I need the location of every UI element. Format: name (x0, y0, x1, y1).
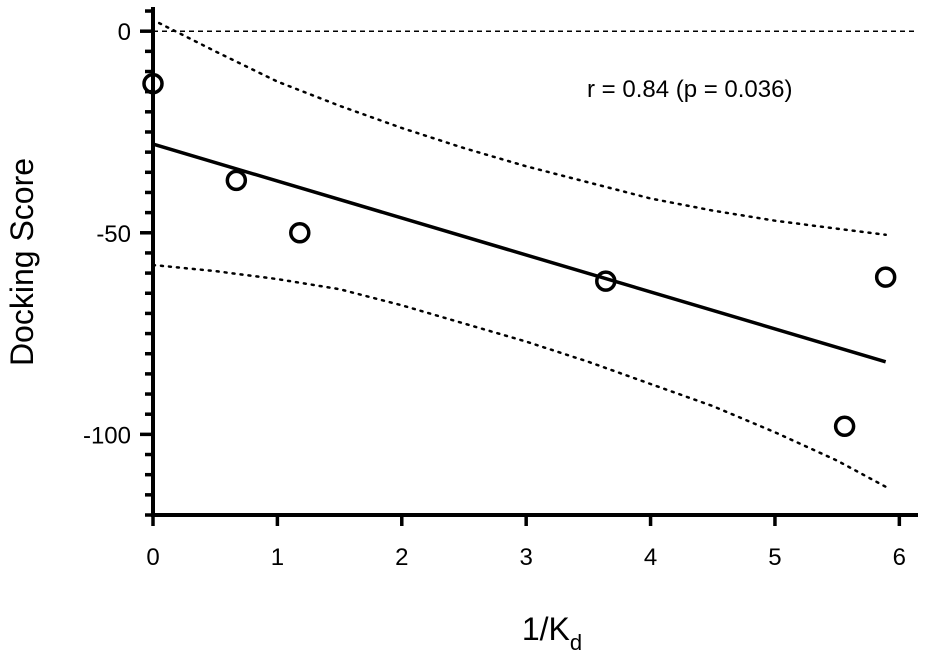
x-tick-label: 2 (395, 544, 408, 571)
data-point-6 (874, 266, 897, 288)
plot-area (142, 21, 918, 489)
x-tick-label: 0 (146, 544, 159, 571)
x-tick-label: 5 (768, 544, 781, 571)
data-point-3 (289, 222, 311, 244)
data-point-4 (595, 270, 617, 292)
y-tick-label: 0 (118, 19, 131, 46)
y-tick-label: -50 (96, 221, 131, 248)
correlation-annotation: r = 0.84 (p = 0.036) (587, 76, 792, 103)
y-tick-label: -100 (83, 422, 131, 449)
confidence-band-lower (151, 263, 887, 489)
x-tick-label: 1 (271, 544, 284, 571)
data-point-5 (833, 415, 856, 438)
x-tick-label: 3 (519, 544, 532, 571)
x-axis-title: 1/Kd (522, 611, 582, 653)
regression-line (152, 142, 887, 364)
x-tick-label: 4 (644, 544, 657, 571)
data-point-2 (225, 169, 248, 192)
confidence-band-upper (157, 21, 887, 237)
x-axis-title-main: 1/K (522, 611, 570, 647)
y-axis-title: Docking Score (4, 158, 40, 366)
x-tick-label: 6 (893, 544, 906, 571)
x-axis-title-subscript: d (570, 630, 582, 653)
axes: 0 1 2 3 4 5 6 0 -50 -100 (83, 7, 918, 571)
